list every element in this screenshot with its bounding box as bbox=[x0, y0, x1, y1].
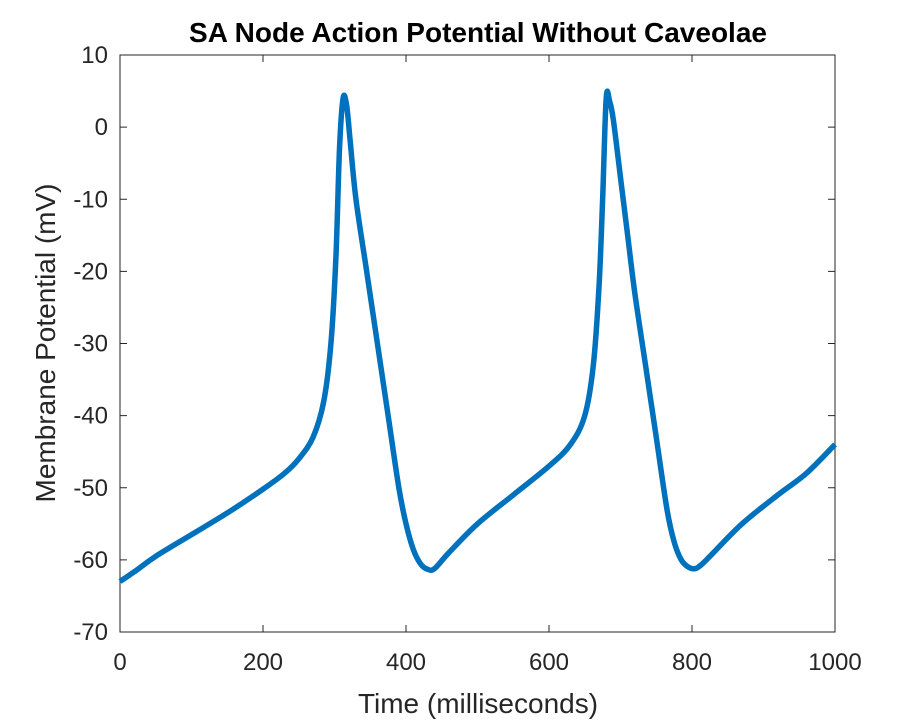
x-axis-label: Time (milliseconds) bbox=[358, 688, 598, 719]
y-tick-label: -40 bbox=[73, 403, 108, 430]
y-axis-label: Membrane Potential (mV) bbox=[30, 183, 61, 502]
x-tick-label: 0 bbox=[113, 649, 126, 676]
x-tick-label: 1000 bbox=[808, 649, 861, 676]
y-tick-label: -60 bbox=[73, 547, 108, 574]
y-tick-label: 10 bbox=[81, 42, 108, 69]
plot-area bbox=[119, 54, 836, 633]
x-tick-label: 600 bbox=[529, 649, 569, 676]
y-tick-label: -20 bbox=[73, 258, 108, 285]
x-tick-label: 800 bbox=[672, 649, 712, 676]
tick-labels: 0 200 400 600 800 1000 -70 -60 -50 -40 -30 -20 -10 0 1… bbox=[73, 42, 861, 676]
y-tick-label: -50 bbox=[73, 475, 108, 502]
y-tick-label: -30 bbox=[73, 331, 108, 358]
axis-ticks bbox=[119, 54, 836, 633]
x-tick-label: 200 bbox=[243, 649, 283, 676]
chart-title: SA Node Action Potential Without Caveola… bbox=[189, 17, 767, 48]
series-layer bbox=[118, 88, 837, 584]
y-tick-label: -70 bbox=[73, 619, 108, 646]
y-tick-label: 0 bbox=[95, 114, 108, 141]
membrane-potential-line bbox=[118, 88, 837, 584]
x-tick-label: 400 bbox=[386, 649, 426, 676]
y-tick-label: -10 bbox=[73, 186, 108, 213]
